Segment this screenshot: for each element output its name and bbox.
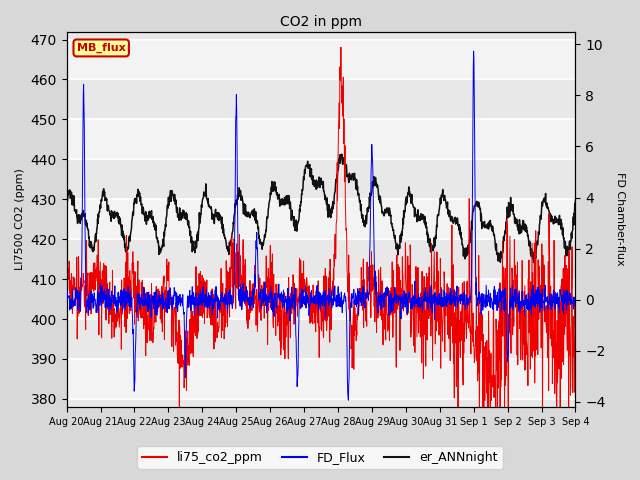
Bar <box>67 359 575 399</box>
Line: li75_co2_ppm: li75_co2_ppm <box>67 47 575 480</box>
er_ANNnight <box>530 260 538 265</box>
li75_co2_ppm <box>298 271 306 276</box>
er_ANNnight <box>63 201 70 207</box>
FD_Flux <box>470 48 477 54</box>
er_ANNnight <box>278 197 286 203</box>
FD_Flux <box>278 305 286 311</box>
er_ANNnight <box>298 187 306 192</box>
Line: FD_Flux: FD_Flux <box>67 51 575 400</box>
er_ANNnight <box>353 177 360 182</box>
FD_Flux <box>289 295 297 300</box>
FD_Flux <box>353 304 360 310</box>
Title: CO2 in ppm: CO2 in ppm <box>280 15 362 29</box>
er_ANNnight <box>123 249 131 254</box>
li75_co2_ppm <box>278 301 286 307</box>
FD_Flux <box>298 301 306 307</box>
li75_co2_ppm <box>123 287 131 293</box>
FD_Flux <box>123 290 131 296</box>
FD_Flux <box>344 397 352 403</box>
Bar <box>67 120 575 159</box>
li75_co2_ppm <box>289 272 297 277</box>
Bar <box>67 39 575 80</box>
FD_Flux <box>572 296 579 302</box>
Y-axis label: FD Chamber-flux: FD Chamber-flux <box>615 172 625 266</box>
Line: er_ANNnight: er_ANNnight <box>67 155 575 263</box>
Bar <box>67 199 575 239</box>
Text: MB_flux: MB_flux <box>77 43 125 53</box>
Bar <box>67 279 575 319</box>
li75_co2_ppm <box>337 44 345 50</box>
li75_co2_ppm <box>102 317 110 323</box>
FD_Flux <box>63 303 70 309</box>
Legend: li75_co2_ppm, FD_Flux, er_ANNnight: li75_co2_ppm, FD_Flux, er_ANNnight <box>137 446 503 469</box>
li75_co2_ppm <box>572 328 579 334</box>
er_ANNnight <box>337 152 345 157</box>
er_ANNnight <box>572 197 579 203</box>
FD_Flux <box>102 304 110 310</box>
li75_co2_ppm <box>353 326 360 332</box>
li75_co2_ppm <box>63 274 70 280</box>
er_ANNnight <box>102 195 110 201</box>
Y-axis label: LI7500 CO2 (ppm): LI7500 CO2 (ppm) <box>15 168 25 270</box>
er_ANNnight <box>289 215 297 221</box>
